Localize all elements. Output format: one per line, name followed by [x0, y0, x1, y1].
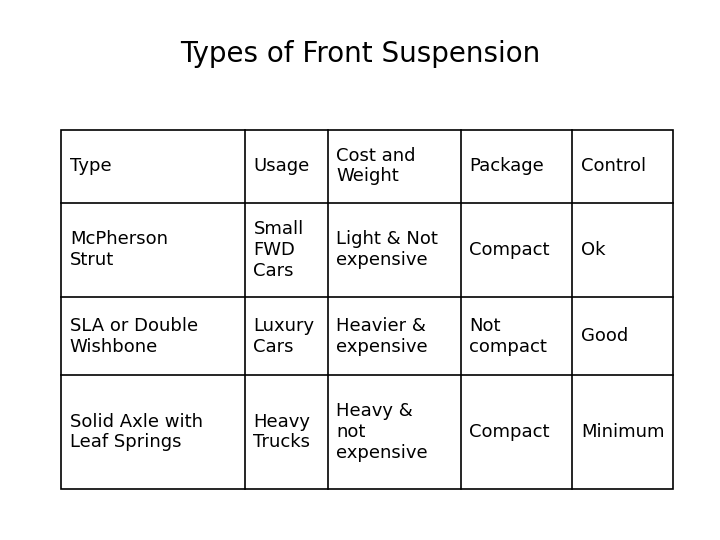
Text: Heavy
Trucks: Heavy Trucks: [253, 413, 310, 451]
Text: McPherson
Strut: McPherson Strut: [70, 231, 168, 269]
Text: Luxury
Cars: Luxury Cars: [253, 317, 315, 355]
Text: Heavier &
expensive: Heavier & expensive: [336, 317, 428, 355]
Text: Cost and
Weight: Cost and Weight: [336, 147, 415, 185]
Text: Control: Control: [581, 157, 646, 175]
Text: Minimum: Minimum: [581, 423, 665, 441]
Text: Usage: Usage: [253, 157, 310, 175]
Text: SLA or Double
Wishbone: SLA or Double Wishbone: [70, 317, 198, 355]
Text: Not
compact: Not compact: [469, 317, 547, 355]
Text: Light & Not
expensive: Light & Not expensive: [336, 231, 438, 269]
Text: Good: Good: [581, 327, 629, 345]
Text: Solid Axle with
Leaf Springs: Solid Axle with Leaf Springs: [70, 413, 203, 451]
Text: Types of Front Suspension: Types of Front Suspension: [180, 40, 540, 68]
Text: Package: Package: [469, 157, 544, 175]
Text: Ok: Ok: [581, 241, 606, 259]
Text: Type: Type: [70, 157, 112, 175]
Text: Compact: Compact: [469, 423, 550, 441]
Text: Compact: Compact: [469, 241, 550, 259]
Text: Small
FWD
Cars: Small FWD Cars: [253, 220, 304, 280]
Text: Heavy &
not
expensive: Heavy & not expensive: [336, 402, 428, 462]
